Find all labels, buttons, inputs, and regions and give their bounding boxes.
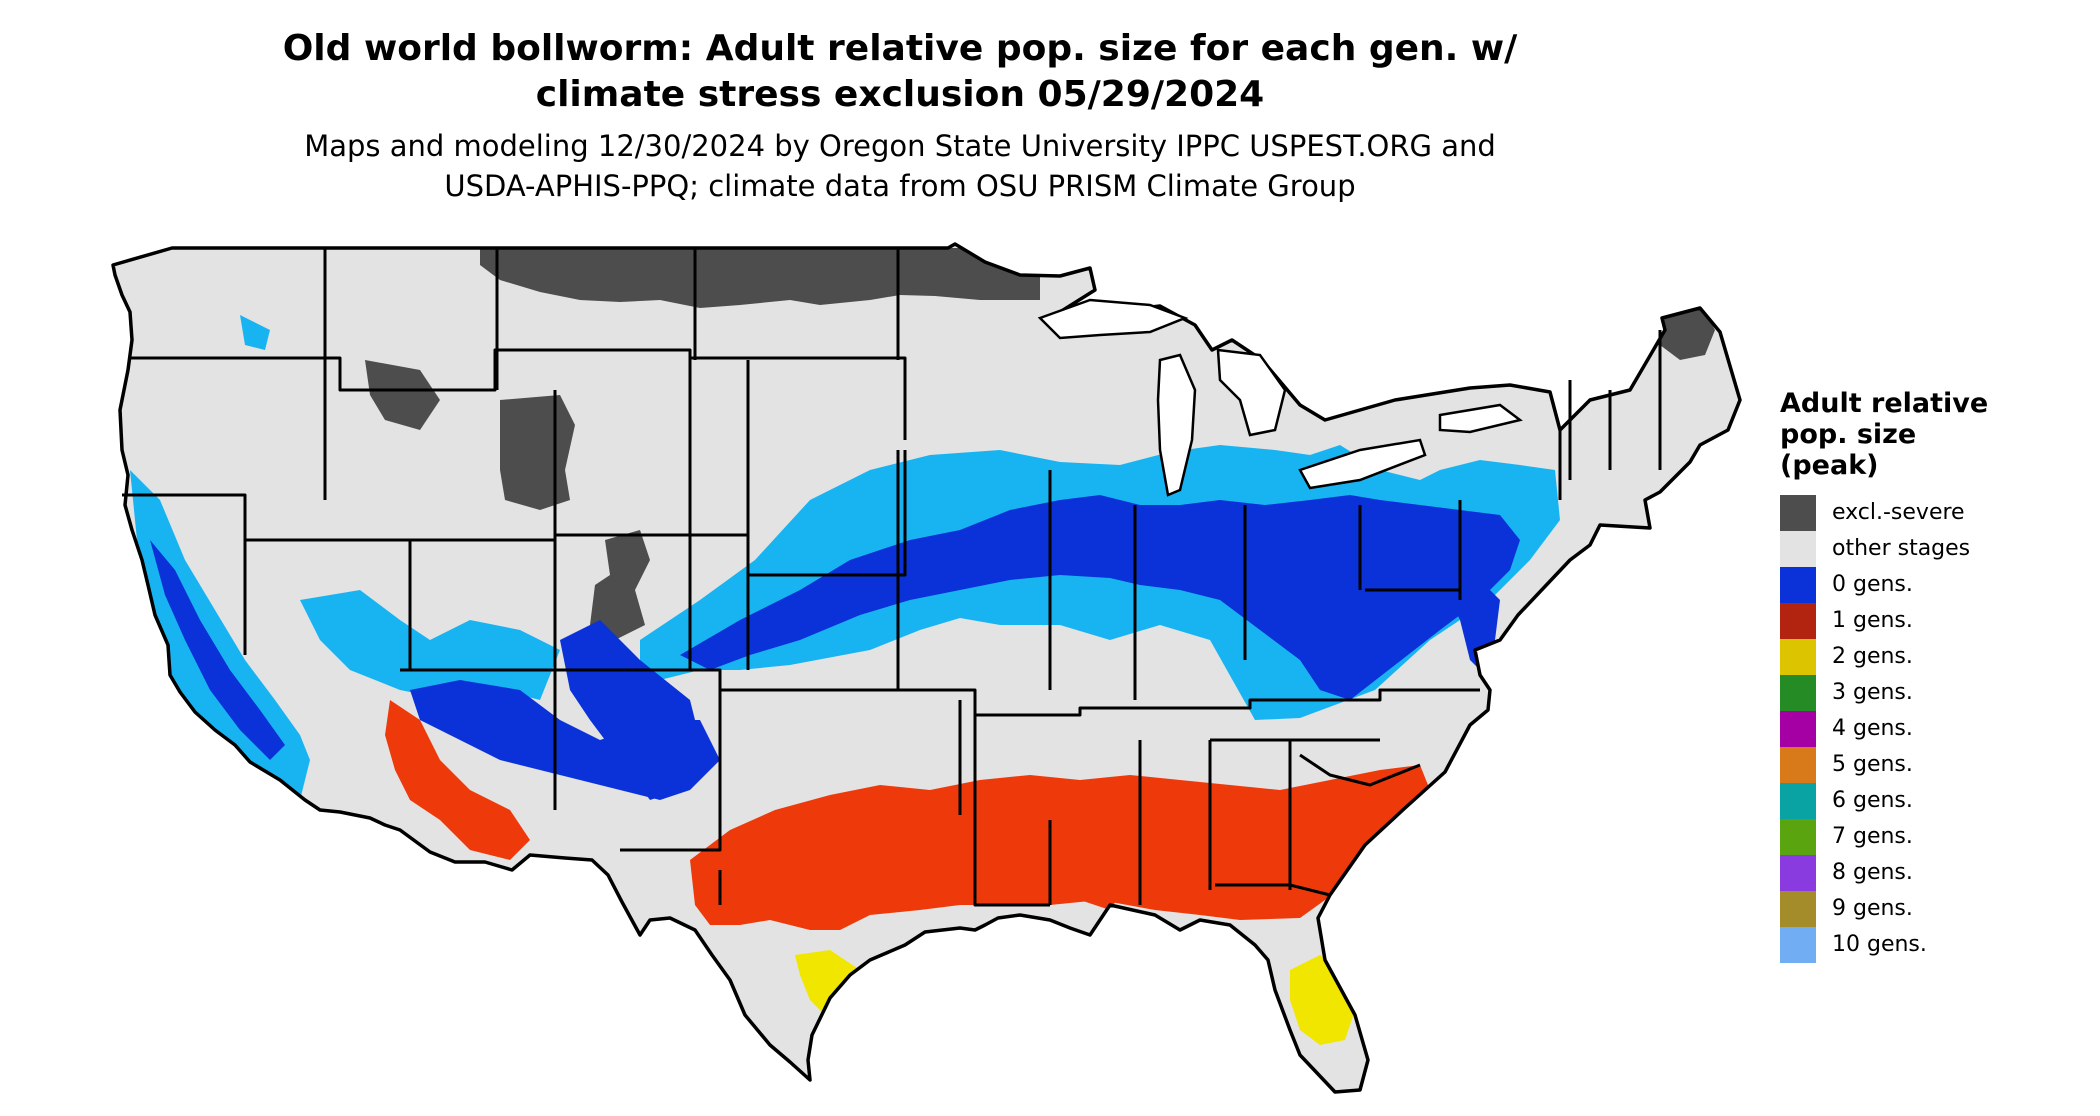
border-midwest-verticals [1048, 470, 1460, 700]
legend-item: 6 gens. [1780, 783, 2060, 819]
legend-swatch [1780, 891, 1816, 927]
excluded-colorado-mountains [590, 530, 650, 640]
great-lakes [1037, 298, 1523, 497]
border-northeast [1458, 330, 1662, 600]
legend-item: 2 gens. [1780, 639, 2060, 675]
legend-item: 9 gens. [1780, 891, 2060, 927]
legend-label: 9 gens. [1832, 896, 1913, 921]
legend-item: 0 gens. [1780, 567, 2060, 603]
one-gen-mississippi-delta [1060, 860, 1120, 910]
title-line-1: Old world bollworm: Adult relative pop. … [282, 28, 1518, 69]
map-subtitle: Maps and modeling 12/30/2024 by Oregon S… [230, 126, 1570, 206]
legend-title-line-1: Adult relative [1780, 388, 1989, 419]
legend-label: excl.-severe [1832, 500, 1965, 525]
legend-label: 3 gens. [1832, 680, 1913, 705]
one-gen-zone [385, 700, 1430, 930]
legend-title-line-3: (peak) [1780, 450, 1879, 481]
border-row-south [400, 668, 1480, 717]
legend-label: 0 gens. [1832, 572, 1913, 597]
lake-michigan [1156, 353, 1197, 497]
lake-ontario [1438, 403, 1523, 434]
legend-item: other stages [1780, 531, 2060, 567]
legend-label: 4 gens. [1832, 716, 1913, 741]
legend-item: 7 gens. [1780, 819, 2060, 855]
legend-swatch [1780, 531, 1816, 567]
legend-item: 10 gens. [1780, 927, 2060, 963]
lake-huron [1216, 348, 1287, 437]
map-legend: Adult relative pop. size (peak) excl.-se… [1780, 388, 2060, 963]
map-title: Old world bollworm: Adult relative pop. … [230, 26, 1570, 118]
excluded-areas [365, 248, 1715, 640]
legend-label: 10 gens. [1832, 932, 1927, 957]
border-plains-verticals [693, 248, 977, 815]
subtitle-line-1: Maps and modeling 12/30/2024 by Oregon S… [304, 129, 1496, 163]
zero-gen-dark-new-mexico [560, 620, 700, 800]
legend-label: 8 gens. [1832, 860, 1913, 885]
legend-swatch [1780, 855, 1816, 891]
zero-gen-light-washington [240, 315, 270, 350]
zero-gen-dark-zone [150, 495, 1520, 800]
legend-item: 1 gens. [1780, 603, 2060, 639]
border-row-north [130, 348, 907, 440]
legend-label: 5 gens. [1832, 752, 1913, 777]
legend-swatch [1780, 927, 1816, 963]
border-row-gulf [620, 690, 1331, 907]
legend-swatch [1780, 819, 1816, 855]
legend-label: 7 gens. [1832, 824, 1913, 849]
lake-superior [1037, 298, 1189, 340]
legend-swatch [1780, 495, 1816, 531]
legend-label: 2 gens. [1832, 644, 1913, 669]
excluded-wyoming-mountains [500, 395, 575, 510]
lake-erie [1298, 438, 1427, 490]
legend-title: Adult relative pop. size (peak) [1780, 388, 2060, 481]
legend-item: 4 gens. [1780, 711, 2060, 747]
legend-swatch [1780, 567, 1816, 603]
legend-swatch [1780, 783, 1816, 819]
legend-item: 5 gens. [1780, 747, 2060, 783]
one-gen-southern-band [690, 765, 1430, 930]
legend-label: 1 gens. [1832, 608, 1913, 633]
excluded-northern-plains [480, 248, 1040, 308]
zero-gen-dark-california [150, 540, 285, 760]
state-borders [122, 248, 1662, 907]
legend-item: 8 gens. [1780, 855, 2060, 891]
border-west-verticals [243, 248, 692, 810]
zero-gen-dark-main-band [680, 495, 1520, 700]
legend-label: 6 gens. [1832, 788, 1913, 813]
title-line-2: climate stress exclusion 05/29/2024 [535, 74, 1265, 115]
legend-title-line-2: pop. size [1780, 419, 1917, 450]
one-gen-arizona [385, 700, 530, 860]
legend-swatch [1780, 675, 1816, 711]
legend-swatch [1780, 639, 1816, 675]
legend-swatch [1780, 603, 1816, 639]
excluded-idaho-montana [365, 360, 440, 430]
legend-label: other stages [1832, 536, 1971, 561]
legend-item: excl.-severe [1780, 495, 2060, 531]
legend-items: excl.-severe other stages 0 gens. 1 gens. 2 … [1780, 495, 2060, 963]
legend-swatch [1780, 747, 1816, 783]
legend-item: 3 gens. [1780, 675, 2060, 711]
border-southeast [1210, 738, 1421, 890]
legend-swatch [1780, 711, 1816, 747]
subtitle-line-2: USDA-APHIS-PPQ; climate data from OSU PR… [444, 169, 1356, 203]
zero-gen-light-great-basin [300, 590, 560, 700]
